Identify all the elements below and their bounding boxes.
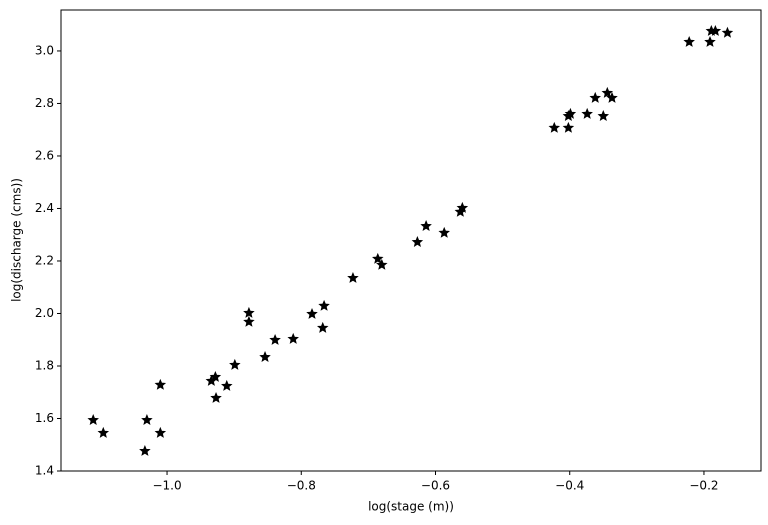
point [438, 226, 450, 238]
point [243, 306, 255, 318]
point [139, 445, 151, 456]
point [229, 358, 241, 370]
point [606, 91, 618, 103]
point [210, 391, 222, 403]
point [411, 236, 424, 247]
point [141, 414, 153, 425]
point [287, 332, 299, 344]
y-tick-label: 1.8 [35, 358, 54, 372]
point [589, 91, 601, 103]
point [562, 121, 575, 133]
y-axis-label: log(discharge (cms)) [10, 178, 24, 302]
point [259, 351, 271, 362]
y-tick-label: 3.0 [35, 43, 54, 57]
x-tick-label: −0.4 [555, 479, 584, 493]
point [97, 426, 110, 438]
point [564, 107, 577, 119]
point [243, 315, 255, 327]
point [376, 258, 388, 270]
y-tick-label: 2.2 [35, 253, 54, 267]
point [87, 414, 99, 425]
point [154, 378, 167, 390]
y-tick-label: 2.4 [35, 201, 54, 215]
x-axis-label: log(stage (m)) [368, 500, 454, 514]
point [306, 307, 318, 319]
point [420, 220, 432, 231]
point [209, 370, 222, 382]
point [597, 110, 610, 121]
x-tick-label: −0.6 [421, 479, 450, 493]
point [316, 321, 329, 333]
point [704, 35, 716, 47]
plot-frame [60, 9, 762, 472]
x-tick-label: −0.8 [287, 479, 316, 493]
y-tick-label: 1.4 [35, 464, 54, 478]
y-tick-label: 2.6 [35, 148, 54, 162]
point [581, 107, 593, 119]
y-tick-label: 1.6 [35, 411, 54, 425]
point [683, 35, 695, 47]
point [154, 426, 167, 438]
point [347, 272, 359, 283]
point [221, 379, 233, 391]
y-tick-label: 2.8 [35, 96, 54, 110]
point [318, 299, 330, 311]
point [721, 26, 734, 38]
point [548, 121, 561, 133]
point [456, 201, 469, 213]
point [601, 86, 614, 98]
y-tick-label: 2.0 [35, 306, 54, 320]
point [269, 333, 281, 345]
point [372, 252, 384, 264]
x-tick-label: −0.2 [689, 479, 718, 493]
point [709, 24, 722, 36]
x-tick-label: −1.0 [152, 479, 181, 493]
